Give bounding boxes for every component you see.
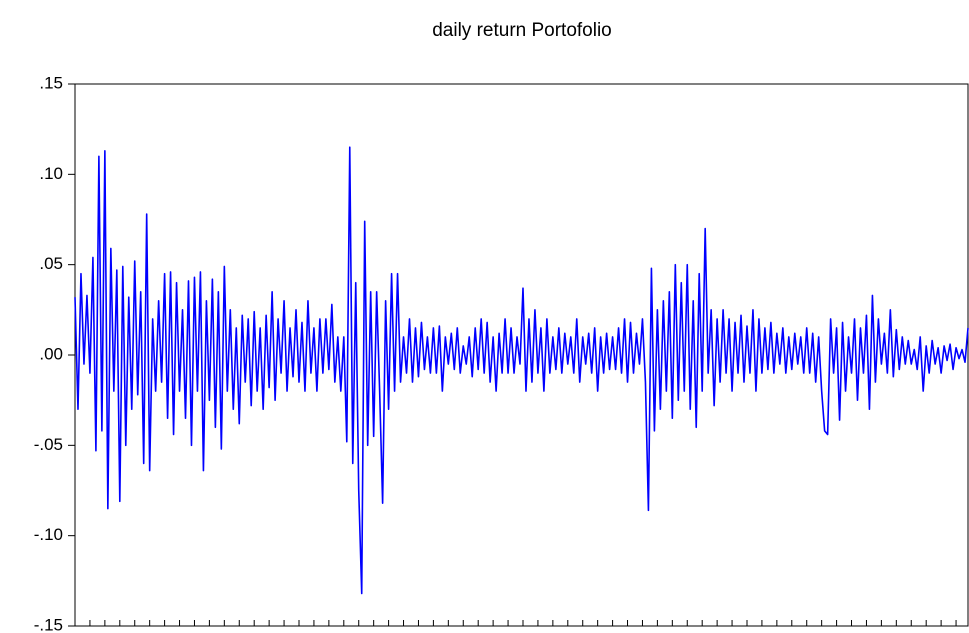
chart-title: daily return Portofolio bbox=[432, 20, 612, 41]
y-tick-label: -.05 bbox=[34, 435, 63, 454]
y-tick-label: .05 bbox=[39, 254, 63, 273]
y-tick-label: -.15 bbox=[34, 615, 63, 633]
y-tick-label: .10 bbox=[39, 164, 63, 183]
y-tick-label: .15 bbox=[39, 73, 63, 92]
series-line bbox=[74, 146, 969, 595]
y-tick-label: -.10 bbox=[34, 525, 63, 544]
y-tick-label: .00 bbox=[39, 344, 63, 363]
